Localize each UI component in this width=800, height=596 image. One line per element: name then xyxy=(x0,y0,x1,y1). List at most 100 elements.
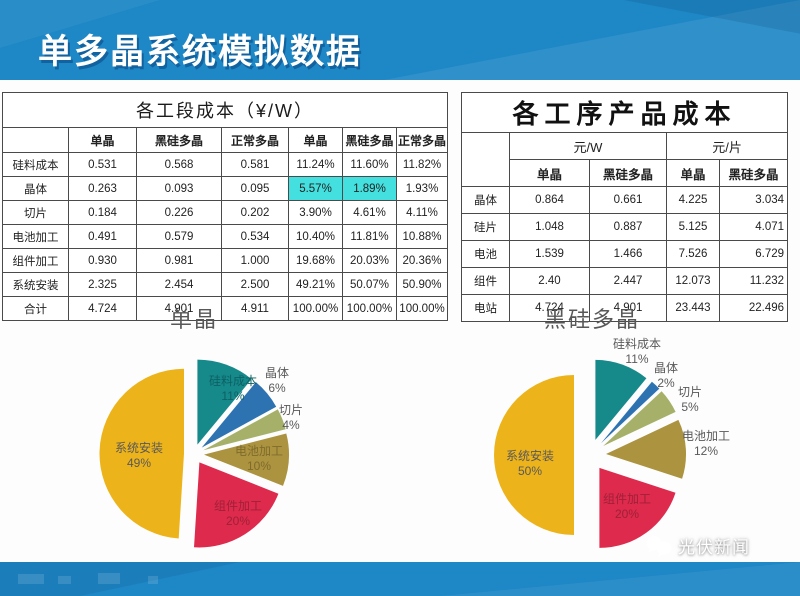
pie-slice xyxy=(194,462,279,548)
table-cell: 4.911 xyxy=(221,296,289,321)
row-label: 晶体 xyxy=(461,186,510,214)
pie-slice xyxy=(601,381,660,444)
table-cell: 20.03% xyxy=(342,248,397,273)
table-row: 组件 2.40 2.447 12.073 11.232 xyxy=(461,267,789,295)
pie-slice xyxy=(603,391,676,446)
unit-header: 元/W xyxy=(509,132,667,160)
table-cell: 1.466 xyxy=(589,240,667,268)
pie-label: 切片 5% xyxy=(677,385,703,414)
footer-triangle-decor xyxy=(440,562,800,596)
table-title-row: 各工段成本（¥/W） xyxy=(2,92,448,128)
table-cell: 0.095 xyxy=(221,176,289,201)
row-label: 切片 xyxy=(2,200,69,225)
table-cell: 2.500 xyxy=(221,272,289,297)
table-cell: 7.526 xyxy=(666,240,720,268)
table-cell: 10.40% xyxy=(288,224,343,249)
table-cell: 1.93% xyxy=(396,176,448,201)
table-row: 合计 4.724 4.901 4.911 100.00% 100.00% 100… xyxy=(2,296,448,321)
table-cell: 100.00% xyxy=(288,296,343,321)
table-cell: 1.048 xyxy=(509,213,590,241)
table-cell: 0.202 xyxy=(221,200,289,225)
table-cell: 0.568 xyxy=(136,152,222,177)
table-cell xyxy=(2,127,69,153)
pie-chart-mono xyxy=(99,359,289,548)
table-row: 电池加工 0.491 0.579 0.534 10.40% 11.81% 10.… xyxy=(2,224,448,249)
table-cell: 100.00% xyxy=(396,296,448,321)
table-cell: 0.581 xyxy=(221,152,289,177)
table-cell: 19.68% xyxy=(288,248,343,273)
table-cell: 黑硅多晶 xyxy=(718,159,789,187)
pie-label: 晶体 2% xyxy=(653,361,679,390)
pie-label: 电池加工 10% xyxy=(234,444,284,473)
table-row: 电池 1.539 1.466 7.526 6.729 xyxy=(461,240,789,268)
pie-slice xyxy=(99,368,184,539)
row-label: 电池加工 xyxy=(2,224,69,249)
table-cell: 正常多晶 xyxy=(221,127,289,153)
table-cell: 11.60% xyxy=(342,152,397,177)
table-cell: 22.496 xyxy=(718,294,789,322)
table-cell: 0.263 xyxy=(68,176,137,201)
row-label: 合计 xyxy=(2,296,69,321)
watermark-text: 光伏新闻 xyxy=(678,538,750,557)
row-label: 硅料成本 xyxy=(2,152,69,177)
table-cell: 100.00% xyxy=(342,296,397,321)
pie-label: 切片 4% xyxy=(278,403,304,432)
table-cell: 0.226 xyxy=(136,200,222,225)
table-cell: 49.21% xyxy=(288,272,343,297)
pie-label: 组件加工 20% xyxy=(602,492,652,521)
table-cell: 0.864 xyxy=(509,186,590,214)
footer-faint-mark xyxy=(18,574,44,584)
footer-triangle-decor xyxy=(0,562,240,596)
table-cell: 23.443 xyxy=(666,294,720,322)
row-label: 晶体 xyxy=(2,176,69,201)
table-row: 晶体 0.864 0.661 4.225 3.034 xyxy=(461,186,789,214)
table-row: 晶体 0.263 0.093 0.095 5.57% 1.89% 1.93% xyxy=(2,176,448,201)
row-label: 组件加工 xyxy=(2,248,69,273)
pie-slice xyxy=(599,467,676,548)
highlighted-cell: 5.57% xyxy=(288,176,343,201)
table-header-row: 单晶 黑硅多晶 正常多晶 单晶 黑硅多晶 正常多晶 xyxy=(2,127,448,153)
table-row: 电站 4.724 4.901 23.443 22.496 xyxy=(461,294,789,322)
row-label: 系统安装 xyxy=(2,272,69,297)
pie-chart-title-mono: 单晶 xyxy=(169,307,219,332)
pie-slice xyxy=(606,419,687,479)
table-row: 系统安装 2.325 2.454 2.500 49.21% 50.07% 50.… xyxy=(2,272,448,297)
table-cell: 3.90% xyxy=(288,200,343,225)
table-title-row: 各工序产品成本 xyxy=(460,92,789,133)
highlighted-cell: 1.89% xyxy=(342,176,397,201)
table-cell: 2.454 xyxy=(136,272,222,297)
table-cell: 黑硅多晶 xyxy=(342,127,397,153)
table-cell: 20.36% xyxy=(396,248,448,273)
table-cell: 正常多晶 xyxy=(396,127,448,153)
table-cell: 黑硅多晶 xyxy=(136,127,222,153)
row-label: 电池 xyxy=(461,240,510,268)
table-header-row: 单晶 黑硅多晶 单晶 黑硅多晶 xyxy=(462,159,789,187)
row-label: 硅片 xyxy=(461,213,510,241)
table-cell: 0.184 xyxy=(68,200,137,225)
table-cell: 2.447 xyxy=(589,267,667,295)
table-row: 硅料成本 0.531 0.568 0.581 11.24% 11.60% 11.… xyxy=(2,152,448,177)
table-cell: 11.81% xyxy=(342,224,397,249)
pie-chart-blackmulti xyxy=(494,359,687,548)
pie-slice xyxy=(595,359,647,440)
pie-label: 硅料成本 11% xyxy=(612,337,662,366)
table-cell: 单晶 xyxy=(509,159,590,187)
table-cell: 黑硅多晶 xyxy=(589,159,667,187)
table-cell: 4.901 xyxy=(136,296,222,321)
pie-label: 系统安装 50% xyxy=(505,449,555,478)
table-cell: 0.531 xyxy=(68,152,137,177)
table-cell: 0.534 xyxy=(221,224,289,249)
table-cell: 2.325 xyxy=(68,272,137,297)
chat-bubbles-icon xyxy=(647,535,672,556)
table-cell: 单晶 xyxy=(666,159,720,187)
table-cell: 0.093 xyxy=(136,176,222,201)
table-cell: 4.071 xyxy=(718,213,789,241)
pie-slice xyxy=(203,409,286,451)
table-cell: 6.729 xyxy=(718,240,789,268)
table-row: 切片 0.184 0.226 0.202 3.90% 4.61% 4.11% xyxy=(2,200,448,225)
pie-chart-title-blackmulti: 黑硅多晶 xyxy=(543,307,641,332)
table-cell: 11.82% xyxy=(396,152,448,177)
table-cell: 0.579 xyxy=(136,224,222,249)
pie-slice xyxy=(204,433,289,486)
